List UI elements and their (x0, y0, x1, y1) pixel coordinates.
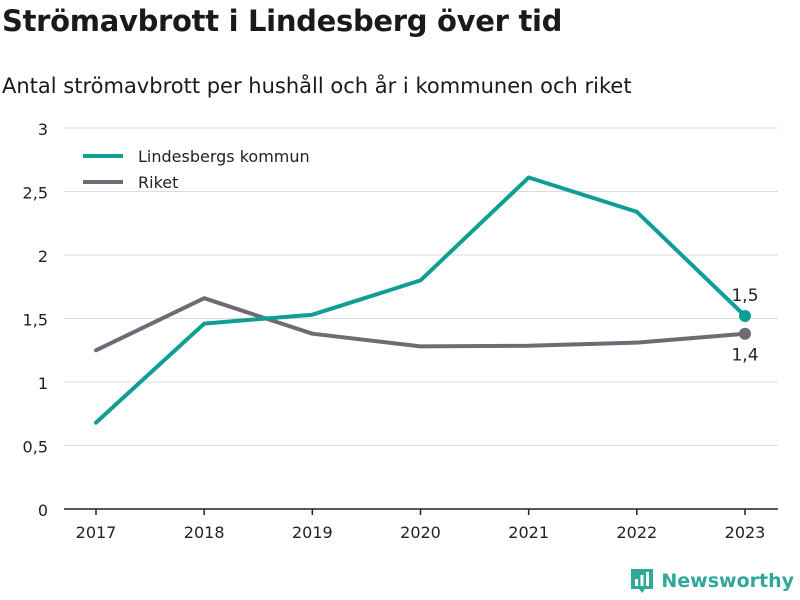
y-tick-label: 2 (38, 247, 48, 266)
chart-subtitle: Antal strömavbrott per hushåll och år i … (2, 74, 632, 98)
brand-logo: Newsworthy (629, 567, 794, 595)
x-axis: 2017 2018 2019 2020 2021 2022 2023 (64, 508, 778, 542)
legend: Lindesbergs kommun Riket (76, 143, 338, 192)
newsworthy-logo-icon (631, 569, 654, 593)
legend-label: Lindesbergs kommun (138, 147, 310, 166)
y-tick-label: 2,5 (23, 184, 48, 203)
series-line-riket (94, 296, 747, 353)
y-tick-label: 0,5 (23, 438, 48, 457)
y-axis: 0 0,5 1 1,5 2 2,5 3 (23, 120, 48, 520)
x-tick-label: 2017 (76, 523, 117, 542)
x-tick-label: 2020 (400, 523, 441, 542)
series-end-point (739, 309, 751, 322)
gridlines (64, 127, 778, 446)
x-tick-label: 2022 (616, 523, 657, 542)
y-tick-label: 1 (38, 374, 48, 393)
x-tick-label: 2021 (508, 523, 549, 542)
end-value-label: 1,4 (731, 346, 758, 366)
end-value-label: 1,5 (731, 286, 758, 306)
y-tick-label: 1,5 (23, 311, 48, 330)
chart-title: Strömavbrott i Lindesberg över tid (2, 4, 563, 38)
x-tick-label: 2018 (184, 523, 225, 542)
x-tick-label: 2019 (292, 523, 333, 542)
series-line-lindesberg (94, 175, 747, 425)
brand-name: Newsworthy (661, 570, 794, 592)
line-chart: 00,511,522,53 2017 2018 2019 2020 2021 2022 20… (23, 120, 778, 542)
legend-label: Riket (138, 173, 178, 192)
y-tick-label: 0 (38, 501, 48, 520)
y-tick-label: 3 (38, 120, 48, 139)
series-end-point (739, 327, 751, 340)
series-lines: 1,5 1,4 (94, 175, 759, 425)
x-tick-label: 2023 (725, 523, 766, 542)
